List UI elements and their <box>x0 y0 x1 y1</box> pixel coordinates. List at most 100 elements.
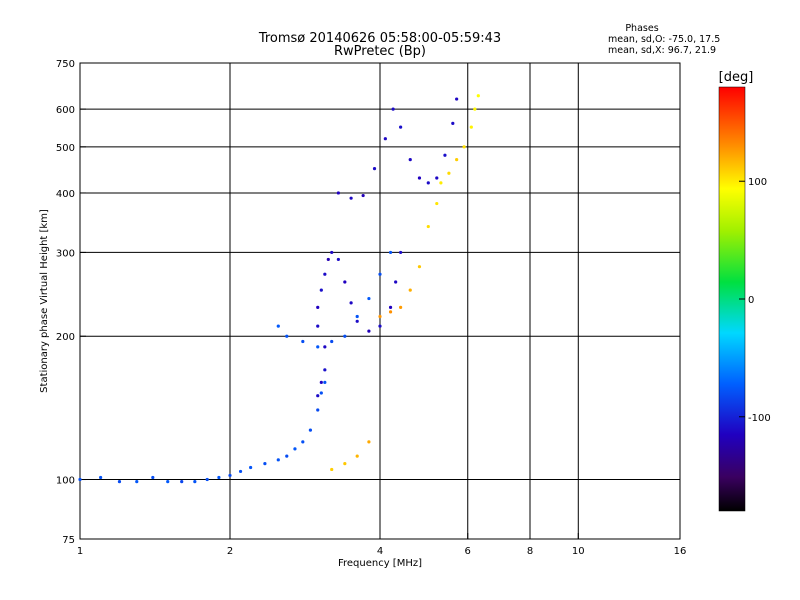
data-point <box>180 480 184 484</box>
y-tick-label: 500 <box>56 143 75 154</box>
data-point <box>383 137 387 141</box>
data-point <box>367 329 371 333</box>
data-point <box>435 201 439 206</box>
x-tick-label: 2 <box>227 546 233 557</box>
y-tick-label: 600 <box>56 105 75 116</box>
data-point <box>378 314 382 319</box>
data-point <box>330 250 334 255</box>
data-point <box>166 480 170 484</box>
data-point <box>399 125 403 129</box>
chart-subtitle: RwPretec (Bp) <box>334 44 426 59</box>
x-axis-label: Frequency [MHz] <box>338 558 422 569</box>
y-tick-label: 200 <box>56 332 75 343</box>
data-point <box>367 296 371 301</box>
data-point <box>193 480 197 484</box>
data-point <box>417 265 422 269</box>
data-point <box>323 345 327 349</box>
data-point <box>391 107 395 111</box>
data-point <box>343 462 347 466</box>
data-point <box>355 314 359 319</box>
data-point <box>151 475 155 480</box>
data-point <box>361 193 365 198</box>
data-point <box>319 391 323 395</box>
x-tick-label: 4 <box>377 546 383 557</box>
data-point <box>355 319 359 323</box>
data-point <box>408 288 412 292</box>
data-point <box>99 475 103 480</box>
phases-line-o: mean, sd,O: -75.0, 17.5 <box>608 34 720 45</box>
x-tick-label: 10 <box>572 546 585 557</box>
data-point <box>326 257 330 262</box>
data-point <box>316 305 320 309</box>
data-point <box>355 454 359 458</box>
data-point <box>399 305 403 309</box>
data-point <box>473 107 477 111</box>
y-tick-label: 300 <box>56 248 75 259</box>
x-tick-label: 1 <box>77 546 83 557</box>
data-point <box>367 440 371 444</box>
data-point <box>323 368 327 372</box>
data-point <box>343 280 347 284</box>
y-tick-label: 750 <box>56 59 75 70</box>
data-point <box>426 224 430 229</box>
data-point <box>426 181 430 185</box>
data-point <box>447 171 451 175</box>
data-point <box>263 462 267 466</box>
data-point <box>330 339 334 344</box>
data-point <box>388 305 393 309</box>
data-point <box>476 94 480 98</box>
x-tick-label: 6 <box>465 546 471 557</box>
data-point <box>301 339 305 344</box>
data-point <box>372 167 377 171</box>
data-point <box>378 324 382 328</box>
data-point <box>78 477 82 482</box>
data-point <box>330 467 334 472</box>
data-point <box>238 469 243 474</box>
data-point <box>443 153 447 157</box>
colorbar-label: [deg] <box>719 70 754 85</box>
data-point <box>462 145 466 149</box>
y-tick-label: 400 <box>56 189 75 200</box>
data-point <box>285 334 289 338</box>
data-point <box>117 480 122 484</box>
data-point <box>336 191 340 195</box>
data-point <box>249 465 253 470</box>
tick-layer: 1 2 4 6 8 10 16 75 100 200 300 400 500 600 750 <box>56 59 686 557</box>
points-layer <box>78 94 480 484</box>
data-point <box>293 447 297 451</box>
data-point <box>308 428 313 432</box>
data-point <box>394 280 398 284</box>
data-point <box>217 475 221 480</box>
data-point <box>349 301 353 305</box>
data-point <box>469 125 473 129</box>
phases-title: Phases <box>625 23 658 34</box>
data-point <box>316 408 320 412</box>
data-point <box>316 394 320 398</box>
colorbar-tick-label: -100 <box>748 413 771 424</box>
y-tick-label: 100 <box>56 476 75 487</box>
data-point <box>319 380 323 384</box>
data-point <box>408 158 412 162</box>
phases-line-x: mean, sd,X: 96.7, 21.9 <box>608 45 716 56</box>
data-point <box>336 257 340 262</box>
colorbar-ticks: 100 0 -100 <box>739 177 771 424</box>
data-point <box>435 176 439 180</box>
data-point <box>135 480 139 484</box>
colorbar-tick-label: 0 <box>748 295 754 306</box>
data-point <box>439 181 443 185</box>
data-point <box>343 334 347 338</box>
data-point <box>417 176 422 180</box>
y-tick-label: 75 <box>62 535 75 546</box>
data-point <box>388 250 393 255</box>
data-point <box>285 454 289 458</box>
data-point <box>301 440 305 444</box>
data-point <box>399 250 403 255</box>
grid-layer <box>80 63 680 539</box>
data-point <box>451 121 455 125</box>
data-point <box>316 345 320 349</box>
data-point <box>316 324 320 328</box>
data-point <box>323 380 327 384</box>
chart-title: Tromsø 20140626 05:58:00-05:59:43 <box>258 31 501 46</box>
data-point <box>319 288 323 292</box>
